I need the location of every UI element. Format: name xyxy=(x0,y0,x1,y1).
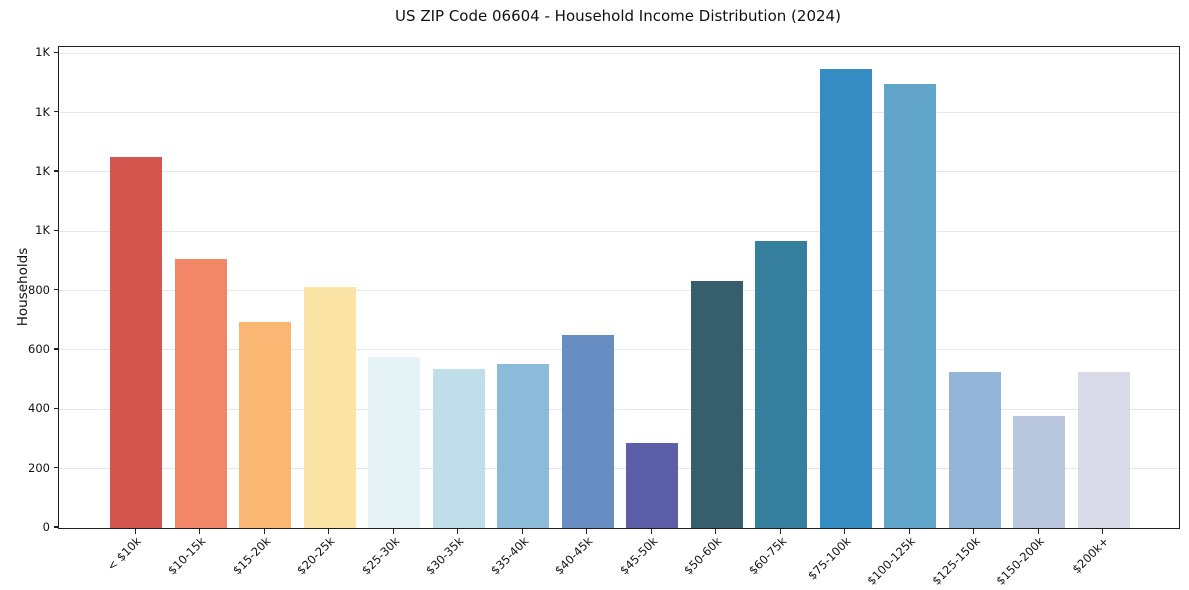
bar-150-200k xyxy=(1013,415,1066,528)
x-tick-label: $60-75k xyxy=(745,534,790,578)
x-tick-label: $150-200k xyxy=(993,534,1048,588)
y-tick-mark xyxy=(54,348,59,350)
bar-200k xyxy=(1077,371,1130,528)
x-tick-mark xyxy=(521,528,523,534)
bar-75-100k xyxy=(819,68,872,528)
y-tick-mark xyxy=(54,467,59,469)
y-tick-label: 400 xyxy=(28,401,50,416)
gridline xyxy=(59,52,1179,54)
x-tick-mark xyxy=(392,528,394,534)
x-tick-mark xyxy=(199,528,201,534)
x-tick-label: $15-20k xyxy=(229,534,274,578)
x-tick-label: $75-100k xyxy=(805,534,854,583)
bar-125-150k xyxy=(948,371,1001,528)
gridline xyxy=(59,290,1179,292)
x-tick-mark xyxy=(1037,528,1039,534)
bar-45-50k xyxy=(626,442,679,528)
x-tick-label: $30-35k xyxy=(423,534,467,578)
gridline xyxy=(59,408,1179,410)
y-tick-label: 1K xyxy=(35,223,50,238)
y-tick-mark xyxy=(54,289,59,291)
y-tick-label: 1K xyxy=(35,104,50,119)
x-tick-mark xyxy=(973,528,975,534)
bar-25-30k xyxy=(368,356,421,528)
chart-title: US ZIP Code 06604 - Household Income Dis… xyxy=(395,7,841,25)
x-tick-label: < $10k xyxy=(104,534,145,574)
plot-area xyxy=(58,46,1180,529)
gridline xyxy=(59,349,1179,351)
y-tick-label: 600 xyxy=(28,341,50,356)
gridline xyxy=(59,468,1179,470)
x-tick-mark xyxy=(650,528,652,534)
bar-20-25k xyxy=(303,287,356,528)
y-tick-mark xyxy=(54,526,59,528)
y-tick-label: 1K xyxy=(35,45,50,60)
x-tick-mark xyxy=(908,528,910,534)
bar-10k xyxy=(110,157,163,528)
bar-35-40k xyxy=(497,363,550,528)
bar-10-15k xyxy=(174,258,227,528)
y-tick-mark xyxy=(54,170,59,172)
x-tick-label: $50-60k xyxy=(681,534,725,578)
x-tick-mark xyxy=(779,528,781,534)
x-tick-label: $40-45k xyxy=(552,534,596,578)
bar-60-75k xyxy=(755,241,808,528)
y-tick-mark xyxy=(54,110,59,113)
x-tick-mark xyxy=(586,528,588,534)
x-tick-label: $125-150k xyxy=(928,534,983,588)
x-tick-mark xyxy=(134,528,136,534)
bar-50-60k xyxy=(690,280,743,528)
y-tick-mark xyxy=(54,407,59,409)
gridline xyxy=(59,230,1179,232)
x-tick-label: $20-25k xyxy=(294,534,338,578)
y-tick-mark xyxy=(54,229,59,231)
x-tick-label: $200k+ xyxy=(1069,534,1112,577)
x-tick-mark xyxy=(328,528,330,534)
x-tick-mark xyxy=(263,528,265,534)
x-tick-label: $10-15k xyxy=(165,534,209,578)
gridline xyxy=(59,171,1179,173)
bar-15-20k xyxy=(239,322,292,528)
bar-100-125k xyxy=(884,84,937,528)
bar-30-35k xyxy=(432,368,485,528)
x-tick-mark xyxy=(457,528,459,534)
y-tick-label: 800 xyxy=(28,282,50,297)
y-tick-label: 1K xyxy=(35,163,50,178)
x-tick-mark xyxy=(1102,528,1104,534)
x-tick-mark xyxy=(715,528,717,534)
x-tick-label: $35-40k xyxy=(487,534,532,578)
x-tick-label: $25-30k xyxy=(358,534,403,578)
bar-40-45k xyxy=(561,334,614,528)
y-tick-label: 200 xyxy=(28,460,50,475)
y-tick-label: 0 xyxy=(42,520,50,534)
gridline xyxy=(59,112,1179,114)
y-tick-mark xyxy=(54,51,59,53)
x-tick-mark xyxy=(844,528,846,534)
x-tick-label: $45-50k xyxy=(616,534,661,578)
x-tick-label: $100-125k xyxy=(864,534,919,588)
